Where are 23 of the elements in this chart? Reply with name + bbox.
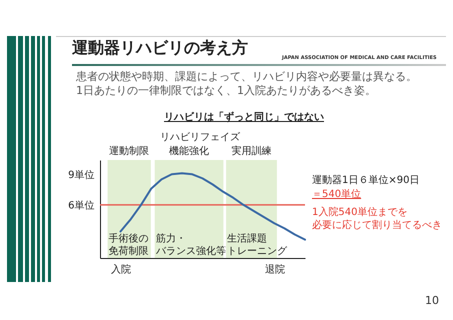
line-series <box>120 172 306 241</box>
x-tick-label: 入院 <box>111 264 131 276</box>
y-tick-label: 6単位 <box>68 199 94 212</box>
text: 運動制限 <box>109 145 150 157</box>
chart-title: 運動器リハビリの考え方 <box>72 38 248 59</box>
x-tick-label: 退院 <box>264 264 285 276</box>
text: リハビリは「ずっと同じ」ではない <box>164 111 324 124</box>
annotation: 手術後の <box>108 232 149 244</box>
text: ＝540単位 <box>312 188 362 201</box>
chart-subtitle: 患者の状態や時期、課題によって、リハビリ内容や必要量は異なる。 1日あたりの一律制限ではなく、1入院あたりがあるべき姿。 <box>76 70 417 99</box>
annotation: 免荷制限 <box>108 244 149 257</box>
annotation: バランス強化等 <box>154 244 226 257</box>
annotation: トレーニング <box>227 246 288 257</box>
text: 必要に応じて割り当てるべき <box>312 219 442 232</box>
text: 1入院540単位までを <box>312 206 408 219</box>
text: 機能強化 <box>169 145 210 157</box>
text: リハビリフェイズ <box>159 131 241 144</box>
text: 実用訓練 <box>231 145 272 157</box>
annotation: 筋力・ <box>156 232 186 244</box>
text: 運動器1日６単位×90日 <box>312 174 420 187</box>
annotation: 生活課題 <box>227 232 268 244</box>
y-tick-label: 9単位 <box>68 168 94 181</box>
text: 10 <box>425 294 439 308</box>
